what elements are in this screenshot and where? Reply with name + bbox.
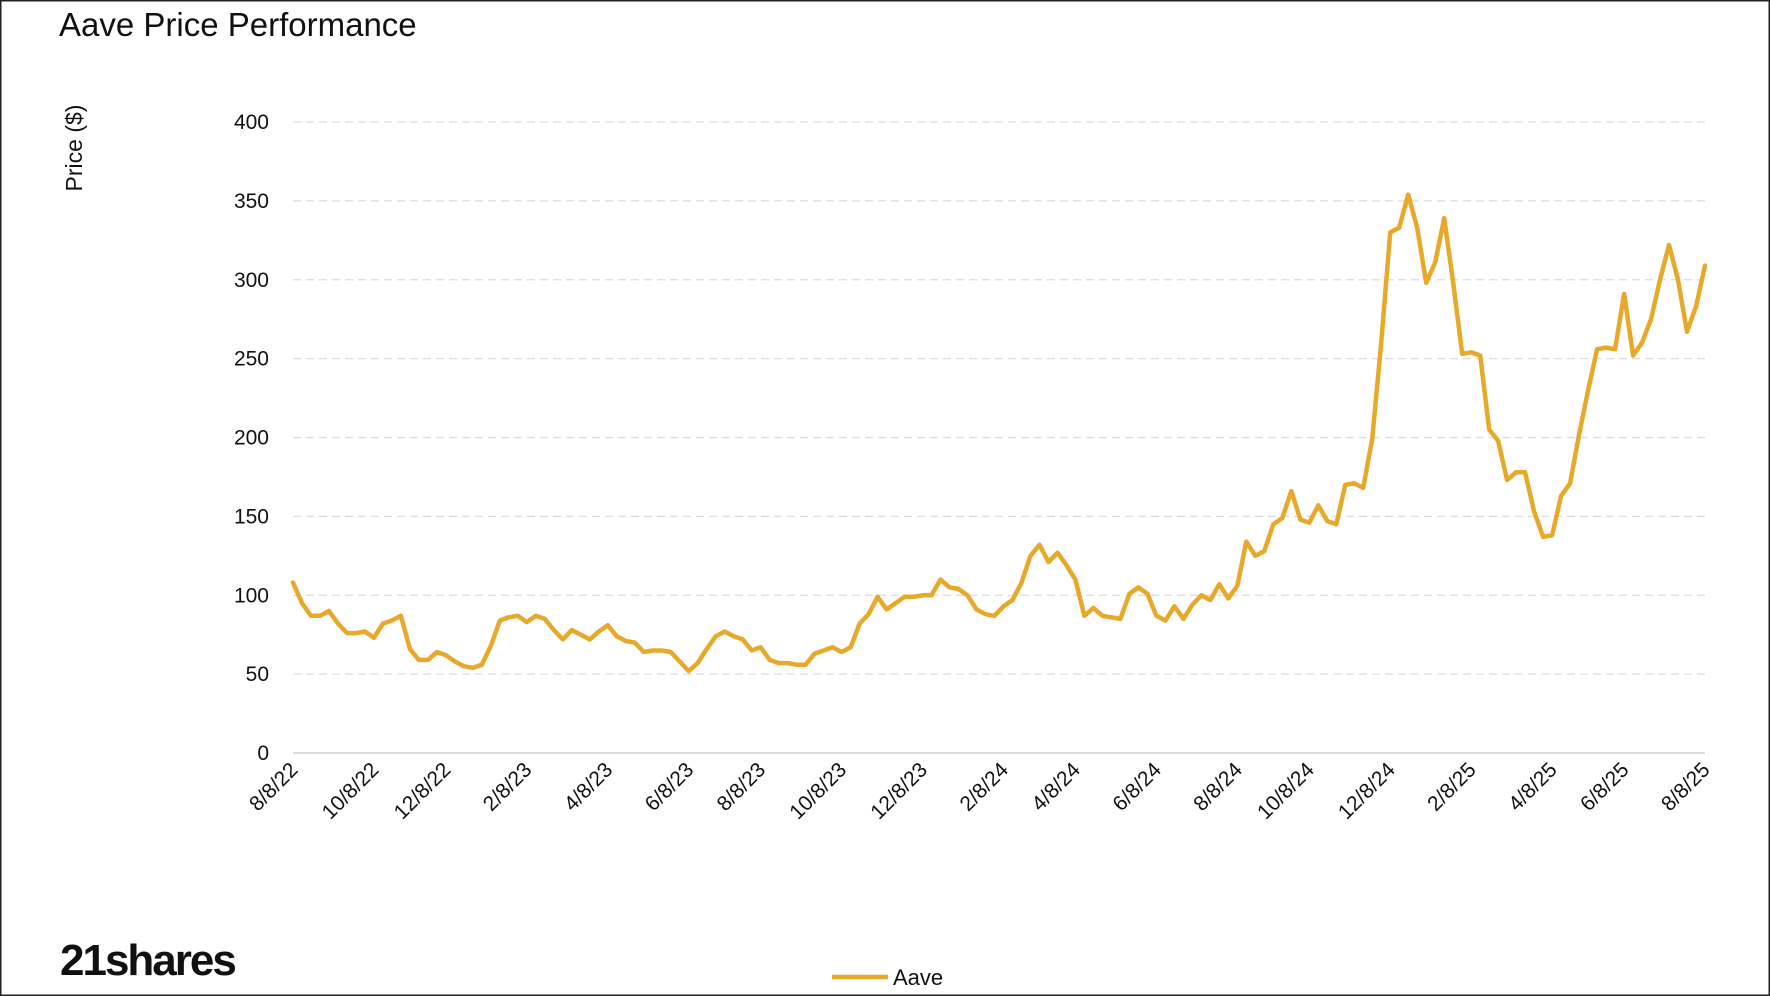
y-tick-label: 100 <box>234 584 269 607</box>
logo: 21shares <box>60 936 235 985</box>
chart-title: Aave Price Performance <box>59 6 417 43</box>
y-tick-label: 350 <box>234 190 269 213</box>
y-tick-label: 400 <box>234 111 269 134</box>
y-tick-label: 300 <box>234 269 269 292</box>
y-tick-label: 200 <box>234 427 269 450</box>
price-line <box>290 192 1708 674</box>
y-tick-label: 0 <box>257 742 269 765</box>
y-tick-label: 250 <box>234 348 269 371</box>
y-axis-label: Price ($) <box>61 105 87 192</box>
legend-label: Aave <box>893 965 943 990</box>
y-tick-label: 150 <box>234 505 269 528</box>
y-tick-label: 50 <box>246 663 269 686</box>
